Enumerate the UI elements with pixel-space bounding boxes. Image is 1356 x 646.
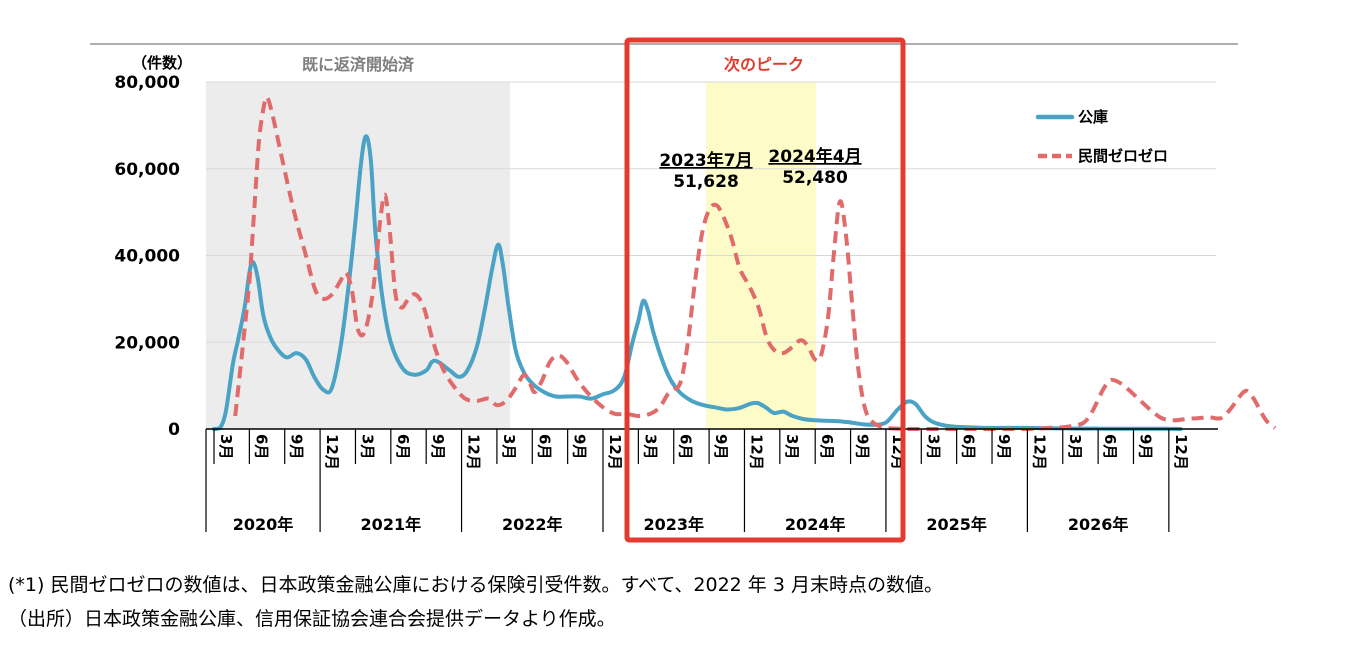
x-tick-label: 3月 (641, 434, 659, 459)
x-tick-label: 12月 (747, 434, 765, 470)
x-tick-label: 6月 (677, 434, 695, 459)
annotation-2023-date: 2023年7月 (659, 150, 752, 171)
x-tick-label: 3月 (783, 434, 801, 459)
next-peak-box (624, 37, 906, 543)
x-tick-label: 9月 (995, 434, 1013, 459)
x-tick-label: 9月 (854, 434, 872, 459)
x-tick-label: 9月 (288, 434, 306, 459)
y-tick-label: 40,000 (114, 247, 180, 267)
series-lines (212, 94, 1277, 432)
year-label: 2021年 (361, 515, 422, 534)
annotation-2024-date: 2024年4月 (768, 146, 861, 167)
chart: 0 20,000 40,000 60,000 80,000 （件数） 3月 6月 9月 12月… (90, 37, 1277, 543)
legend-label-kouko: 公庫 (1078, 108, 1108, 126)
year-label: 2024年 (785, 515, 846, 534)
x-tick-label: 6月 (394, 434, 412, 459)
x-tick-label: 12月 (1030, 434, 1048, 470)
x-tick-label: 9月 (571, 434, 589, 459)
next-peak-label: 次のピーク (724, 55, 804, 74)
x-tick-label: 6月 (252, 434, 270, 459)
y-tick-label: 20,000 (114, 333, 180, 353)
y-axis-unit-label: （件数） (132, 54, 192, 72)
year-label: 2023年 (643, 515, 704, 534)
x-tick-label: 6月 (535, 434, 553, 459)
annotation-2023-value: 51,628 (673, 172, 739, 192)
footnote-1: (*1) 民間ゼロゼロの数値は、日本政策金融公庫における保険引受件数。すべて、2… (8, 574, 943, 596)
x-tick-label: 12月 (606, 434, 624, 470)
x-tick-label: 6月 (818, 434, 836, 459)
year-label: 2020年 (233, 515, 294, 534)
x-tick-label: 12月 (1172, 434, 1190, 470)
x-tick-label: 9月 (712, 434, 730, 459)
x-tick-label: 3月 (924, 434, 942, 459)
annotation-2024-value: 52,480 (782, 168, 848, 188)
year-label: 2026年 (1068, 515, 1129, 534)
y-axis: 0 20,000 40,000 60,000 80,000 (114, 73, 180, 440)
x-tick-label: 3月 (217, 434, 235, 459)
year-label: 2022年 (502, 515, 563, 534)
legend: 公庫 民間ゼロゼロ (1035, 108, 1168, 165)
footnote-source: （出所）日本政策金融公庫、信用保証協会連合会提供データより作成。 (8, 608, 616, 630)
x-tick-label: 9月 (1136, 434, 1154, 459)
y-tick-label: 60,000 (114, 160, 180, 180)
x-tick-label: 6月 (1101, 434, 1119, 459)
repayment-started-label: 既に返済開始済 (302, 55, 415, 74)
x-tick-label: 12月 (323, 434, 341, 470)
series-line-minkan (233, 94, 1277, 432)
year-label: 2025年 (926, 515, 987, 534)
x-tick-label: 3月 (358, 434, 376, 459)
legend-label-minkan: 民間ゼロゼロ (1078, 147, 1168, 165)
y-tick-label: 0 (168, 420, 180, 440)
x-tick-label: 6月 (960, 434, 978, 459)
x-axis: 3月 6月 9月 12月 3月 6月 9月 12月 3月 6月 9月 12月 3月 6月 9月 12月 3月 6月… (205, 428, 1218, 534)
gridlines (206, 81, 1216, 343)
x-tick-label: 3月 (500, 434, 518, 459)
x-tick-label: 9月 (429, 434, 447, 459)
x-tick-label: 3月 (1066, 434, 1084, 459)
x-tick-label: 12月 (465, 434, 483, 470)
y-tick-label: 80,000 (114, 73, 180, 93)
